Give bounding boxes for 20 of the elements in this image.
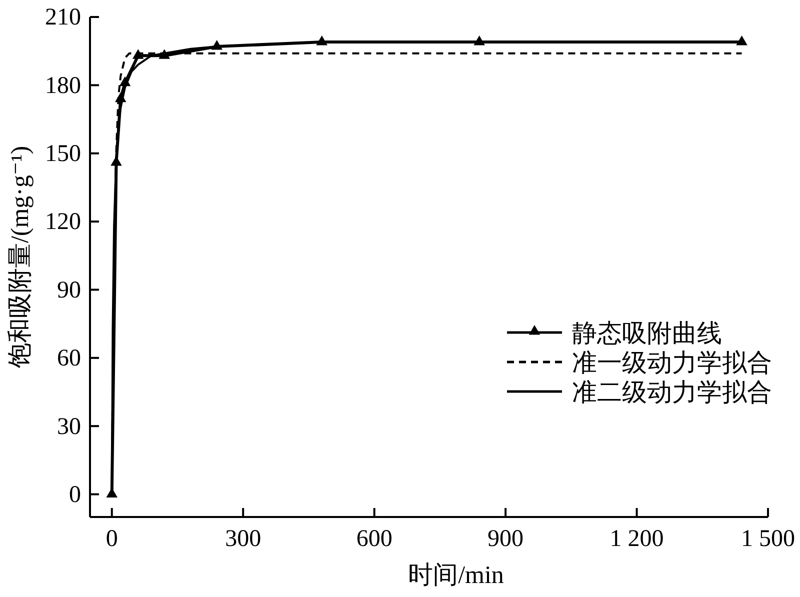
y-tick-label: 60	[57, 346, 81, 372]
point	[736, 35, 748, 46]
y-tick-label: 210	[45, 4, 81, 31]
x-tick-label: 900	[488, 526, 524, 552]
x-axis-title: 时间/min	[408, 562, 504, 589]
legend-label: 准一级动力学拟合	[572, 348, 772, 377]
x-tick-label: 600	[356, 526, 392, 552]
y-tick-label: 90	[57, 277, 81, 304]
y-tick-label: 0	[69, 482, 81, 508]
y-tick-label: 180	[45, 72, 81, 99]
x-tick-label: 0	[106, 526, 118, 552]
x-tick-label: 1 200	[610, 526, 664, 552]
x-tick-label: 300	[225, 526, 262, 552]
y-axis-title: 饱和吸附量/(mg·g⁻¹)	[7, 146, 34, 370]
y-tick-label: 150	[45, 141, 81, 168]
legend-label: 准二级动力学拟合	[572, 378, 772, 406]
x-tick-label: 1 500	[741, 526, 795, 552]
y-tick-label: 120	[45, 209, 81, 236]
legend-label: 静态吸附曲线	[572, 318, 722, 348]
y-tick-label: 30	[57, 414, 81, 440]
